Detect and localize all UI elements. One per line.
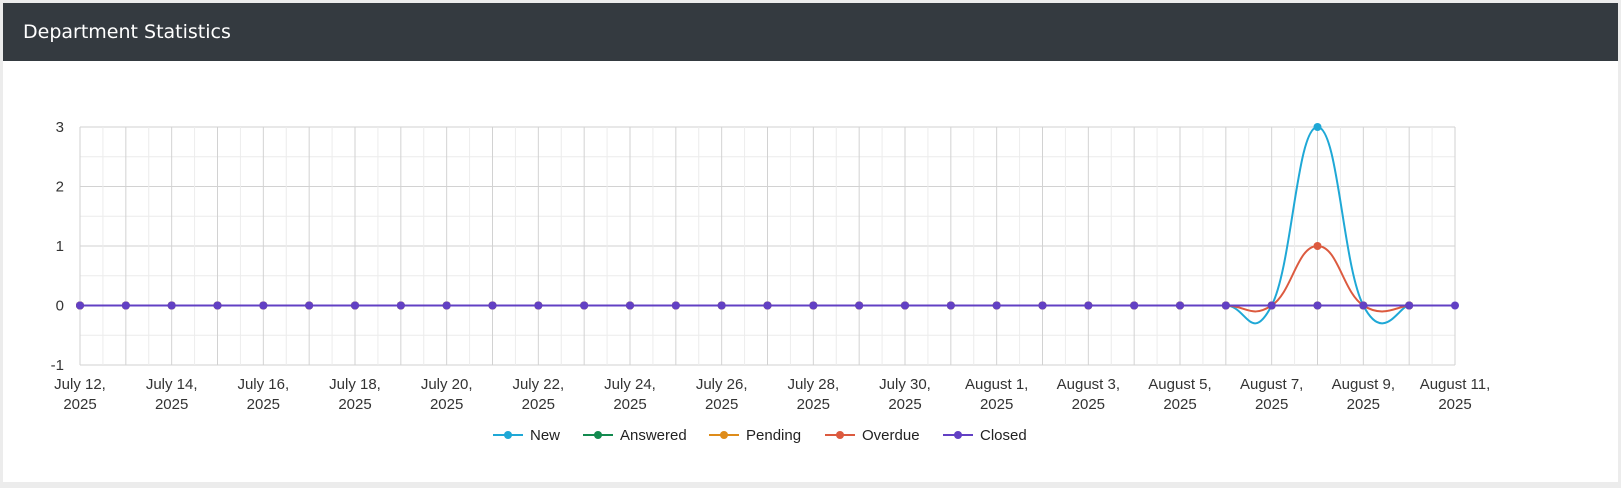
- legend-item-closed[interactable]: Closed: [943, 427, 1027, 444]
- data-point-closed: [121, 301, 130, 310]
- data-point-closed: [626, 301, 634, 310]
- data-point-closed: [351, 301, 359, 310]
- x-tick-label: July 22,: [512, 376, 564, 393]
- x-tick-label: July 30,: [879, 376, 931, 393]
- data-point-closed: [534, 301, 543, 310]
- y-tick-label: 1: [56, 238, 64, 255]
- y-tick-label: 2: [56, 179, 64, 196]
- x-tick-label: 2025: [338, 396, 371, 413]
- legend-item-pending[interactable]: Pending: [709, 427, 801, 444]
- legend-marker: [594, 431, 602, 439]
- card-header: Department Statistics: [3, 3, 1618, 61]
- data-point-closed: [671, 301, 680, 310]
- x-tick-label: August 11,: [1420, 376, 1491, 393]
- data-point-closed: [1313, 301, 1322, 310]
- legend-item-new[interactable]: New: [493, 427, 560, 444]
- department-statistics-card: Department Statistics -1 0 1 2 3 July 12, 2025…: [3, 3, 1618, 482]
- x-tick-label: 2025: [1438, 396, 1471, 413]
- data-point-closed: [488, 301, 497, 310]
- x-tick-label: 2025: [888, 396, 921, 413]
- legend-marker: [720, 431, 728, 439]
- x-tick-label: 2025: [797, 396, 830, 413]
- series-closed: [76, 301, 1459, 310]
- legend-marker: [836, 431, 844, 439]
- data-point-closed: [1038, 301, 1047, 310]
- data-point-closed: [809, 301, 818, 310]
- legend-label: Closed: [980, 427, 1027, 444]
- x-tick-label: 2025: [247, 396, 280, 413]
- data-point-closed: [76, 301, 84, 310]
- legend-item-overdue[interactable]: Overdue: [825, 427, 920, 444]
- x-tick-label: July 18,: [329, 376, 381, 393]
- y-tick-label: -1: [51, 357, 64, 374]
- data-point-closed: [1451, 301, 1459, 310]
- data-point-closed: [855, 301, 864, 310]
- data-point-closed: [442, 301, 451, 310]
- card-title: Department Statistics: [23, 21, 231, 43]
- data-point-closed: [305, 301, 314, 310]
- x-tick-label: July 24,: [604, 376, 656, 393]
- x-tick-label: August 5,: [1148, 376, 1211, 393]
- data-point-closed: [167, 301, 176, 310]
- x-tick-label: 2025: [1072, 396, 1105, 413]
- chart-grid: [79, 126, 1456, 366]
- data-point-closed: [992, 301, 1001, 310]
- data-point-closed: [396, 301, 405, 310]
- x-tick-label: July 20,: [421, 376, 473, 393]
- data-point-closed: [946, 301, 955, 310]
- x-tick-label: August 3,: [1057, 376, 1120, 393]
- legend-label: Pending: [746, 427, 801, 444]
- x-tick-label: 2025: [613, 396, 646, 413]
- x-tick-label: July 16,: [237, 376, 289, 393]
- data-point-closed: [1405, 301, 1414, 310]
- data-point-closed: [1359, 301, 1368, 310]
- x-tick-label: August 9,: [1332, 376, 1395, 393]
- x-tick-label: August 1,: [965, 376, 1028, 393]
- data-point-closed: [717, 301, 726, 310]
- x-tick-label: July 26,: [696, 376, 748, 393]
- data-point-closed: [213, 301, 222, 310]
- x-tick-label: 2025: [1163, 396, 1196, 413]
- chart-container: -1 0 1 2 3 July 12, 2025 July 14, 2025 July 16, 20…: [3, 61, 1618, 482]
- data-point-new: [1313, 123, 1322, 131]
- y-tick-label: 0: [56, 298, 64, 315]
- x-tick-label: 2025: [980, 396, 1013, 413]
- x-tick-label: 2025: [63, 396, 96, 413]
- legend-marker: [504, 431, 512, 439]
- x-tick-label: 2025: [522, 396, 555, 413]
- x-tick-label: August 7,: [1240, 376, 1303, 393]
- legend-label: New: [530, 427, 560, 444]
- data-point-overdue: [1313, 242, 1322, 250]
- legend-label: Answered: [620, 427, 687, 444]
- line-chart: -1 0 1 2 3 July 12, 2025 July 14, 2025 July 16, 20…: [51, 119, 1491, 444]
- x-tick-label: 2025: [1255, 396, 1288, 413]
- x-tick-label: 2025: [430, 396, 463, 413]
- legend-marker: [954, 431, 962, 439]
- y-tick-label: 3: [56, 119, 64, 136]
- data-point-closed: [1267, 301, 1276, 310]
- x-tick-label: July 28,: [787, 376, 839, 393]
- data-point-closed: [1084, 301, 1093, 310]
- chart-legend: New Answered Pending Overdue Closed: [493, 427, 1027, 444]
- data-point-closed: [580, 301, 589, 310]
- legend-label: Overdue: [862, 427, 920, 444]
- data-point-closed: [259, 301, 268, 310]
- x-tick-label: 2025: [1347, 396, 1380, 413]
- x-tick-label: 2025: [155, 396, 188, 413]
- x-tick-label: July 14,: [146, 376, 198, 393]
- legend-item-answered[interactable]: Answered: [583, 427, 687, 444]
- data-point-closed: [1221, 301, 1230, 310]
- data-point-closed: [763, 301, 772, 310]
- data-point-closed: [1130, 301, 1139, 310]
- x-tick-label: 2025: [705, 396, 738, 413]
- data-point-closed: [1176, 301, 1184, 310]
- x-tick-label: July 12,: [54, 376, 106, 393]
- data-point-closed: [901, 301, 909, 310]
